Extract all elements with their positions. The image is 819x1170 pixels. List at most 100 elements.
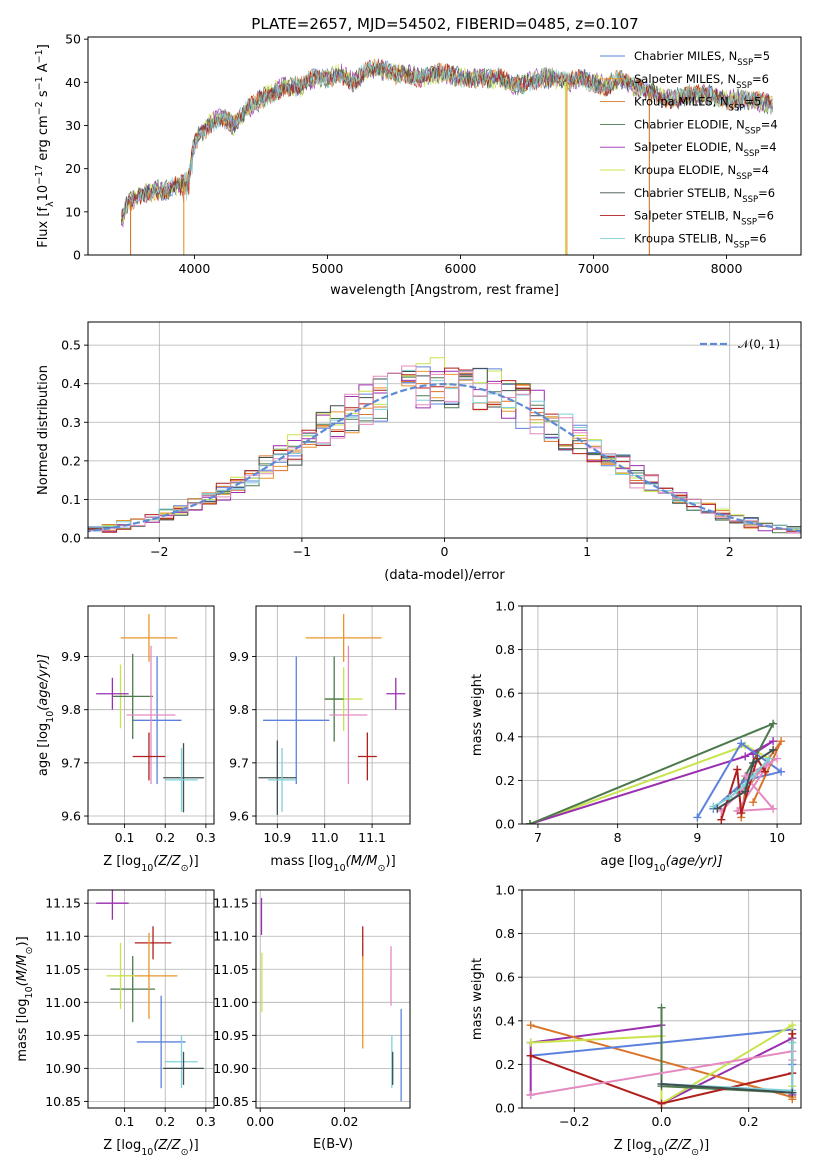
y-tick-label: 1.0 xyxy=(495,883,515,898)
legend-label: Chabrier MILES, N xyxy=(634,49,737,63)
y-tick-label: 0.4 xyxy=(495,1013,515,1028)
x-tick-label: 0.1 xyxy=(115,830,135,845)
x-tick-label: 9 xyxy=(693,830,701,845)
y-tick-label: 0.0 xyxy=(495,1101,515,1116)
weight-marker xyxy=(769,737,778,746)
x-axis-label-part: (Z/Z xyxy=(153,854,181,869)
x-tick-label: 0.1 xyxy=(115,1114,135,1129)
x-tick-label: 1 xyxy=(583,544,591,559)
x-axis-label-part: 10 xyxy=(141,863,153,874)
x-axis-label-part: (Z/Z xyxy=(153,1138,181,1153)
x-axis-label: (data-model)/error xyxy=(384,568,505,583)
x-tick-label: 0.2 xyxy=(155,1114,175,1129)
y-axis-label: mass [log10(M/M⊙)] xyxy=(15,936,35,1061)
y-axis-label-part: ⊙ xyxy=(24,947,35,955)
y-tick-label: 0.6 xyxy=(495,970,515,985)
residuals-panel: −2 −1 0 1 2 0.0 0.1 0.2 0.3 0.4 0.5 𝒩(0, 1) (data-mo… xyxy=(36,321,802,583)
legend-entry: Kroupa STELIB, NSSP=6 xyxy=(634,231,766,250)
y-tick-label: 0.5 xyxy=(61,338,81,353)
x-tick-label: 0.0 xyxy=(652,1114,672,1129)
legend-entry: Salpeter STELIB, NSSP=6 xyxy=(634,209,774,228)
y-axis-label-part: 10 xyxy=(36,185,51,202)
y-tick-label: 0.0 xyxy=(495,817,515,832)
y-tick-label: 11.15 xyxy=(213,896,249,911)
x-tick-label: 0.00 xyxy=(246,1114,274,1129)
legend-entry: Kroupa MILES, NSSP=5 xyxy=(634,95,761,114)
age-vs-metallicity-panel: 0.1 0.2 0.39.69.79.89.9Z [log10(Z/Z⊙)]age … xyxy=(36,605,216,874)
y-tick-label: 0.2 xyxy=(495,1057,515,1072)
weight-marker xyxy=(788,1088,797,1097)
x-tick-label: 7 xyxy=(534,830,542,845)
y-axis-label-part: λ xyxy=(45,201,56,207)
y-axis-label-part: −17 xyxy=(34,165,45,185)
weight-marker xyxy=(788,1029,797,1038)
weight-marker xyxy=(657,1080,666,1089)
y-axis-label-part: s xyxy=(36,90,51,101)
x-tick-label: 2 xyxy=(726,544,734,559)
legend-label: Kroupa STELIB, N xyxy=(634,231,734,245)
legend-entry: Chabrier MILES, NSSP=5 xyxy=(634,49,770,68)
legend-normal-label: 𝒩(0, 1) xyxy=(738,337,780,351)
weight-marker xyxy=(525,820,534,824)
x-tick-label: 0.02 xyxy=(331,1114,359,1129)
y-axis-label-part: (age/yr)] xyxy=(36,654,51,711)
weight-marker xyxy=(741,752,750,761)
grid xyxy=(88,890,214,1108)
y-tick-label: 10 xyxy=(65,204,81,219)
weight-marker xyxy=(693,813,702,822)
x-axis-label: Z [log10(Z/Z⊙)] xyxy=(103,854,198,874)
y-axis-label-part: A xyxy=(36,63,51,76)
plot-area xyxy=(258,613,406,815)
y-axis-label: mass weight xyxy=(470,958,485,1040)
x-axis-label-part: (Z/Z xyxy=(664,1138,692,1153)
y-axis-label-part: erg cm xyxy=(36,115,51,164)
legend-tail: =6 xyxy=(757,209,774,223)
legend-entry: Salpeter MILES, NSSP=6 xyxy=(634,72,769,91)
axes-frame xyxy=(521,605,802,825)
y-axis-label-part: Flux [f xyxy=(36,207,51,248)
legend-tail: =6 xyxy=(749,231,766,245)
y-tick-label: 0.2 xyxy=(495,773,515,788)
y-tick-label: 11.05 xyxy=(213,962,249,977)
y-tick-label: 9.6 xyxy=(229,809,249,824)
y-tick-label: 0.0 xyxy=(61,531,81,546)
y-tick-label: 10.95 xyxy=(213,1028,249,1043)
y-tick-label: 0.4 xyxy=(495,729,515,744)
y-tick-label: 10.85 xyxy=(45,1094,81,1109)
x-axis-label-part: mass [log xyxy=(270,854,333,869)
plot-area xyxy=(96,613,204,813)
age-vs-mass-panel: 10.9 11.0 11.1 9.6 9.7 9.8 9.9 mass [log10(M/M⊙… xyxy=(229,605,411,874)
y-axis-label: Normed distribution xyxy=(36,365,51,495)
x-axis-label: wavelength [Angstrom, rest frame] xyxy=(330,283,559,298)
x-axis-label-part: )] xyxy=(189,854,199,869)
x-axis-label-part: )] xyxy=(189,1138,199,1153)
x-axis-label-part: ⊙ xyxy=(691,1147,699,1158)
y-axis-label-part: 10 xyxy=(24,986,35,998)
x-tick-label: −1 xyxy=(293,544,311,559)
legend-label: Salpeter STELIB, N xyxy=(634,209,741,223)
x-axis-label-part: Z [log xyxy=(103,854,141,869)
weight-vs-metallicity-panel: −0.2 0.0 0.2 0.0 0.2 0.4 0.6 0.8 1.0 Z [log10(Z/Z… xyxy=(470,883,802,1158)
plot-area xyxy=(526,1003,797,1108)
y-axis-label: mass weight xyxy=(470,674,485,756)
y-axis-label-part: −1 xyxy=(34,76,45,90)
weight-marker xyxy=(526,1021,535,1030)
weight-marker xyxy=(773,754,782,763)
x-axis-label: age [log10(age/yr)] xyxy=(600,854,722,874)
legend-tail: =5 xyxy=(753,49,770,63)
x-tick-label: 0.2 xyxy=(739,1114,759,1129)
y-tick-label: 40 xyxy=(65,75,81,90)
mass-vs-reddening-panel: 0.00 0.02 10.85 10.90 10.95 11.00 11.05 11.10 11… xyxy=(213,889,411,1152)
weight-marker xyxy=(657,1003,666,1012)
weight-marker xyxy=(733,765,742,774)
x-axis-label-part: ⊙ xyxy=(181,1147,189,1158)
legend-sub: SSP xyxy=(745,126,761,136)
weight-marker xyxy=(737,809,746,818)
weight-marker xyxy=(713,804,722,813)
y-tick-label: 11.00 xyxy=(213,995,249,1010)
weight-marker xyxy=(765,754,774,763)
x-tick-label: 10.9 xyxy=(263,830,291,845)
plot-area xyxy=(96,890,204,1089)
x-tick-label: 4000 xyxy=(179,261,211,276)
legend-entry: Chabrier ELODIE, NSSP=4 xyxy=(634,117,778,136)
